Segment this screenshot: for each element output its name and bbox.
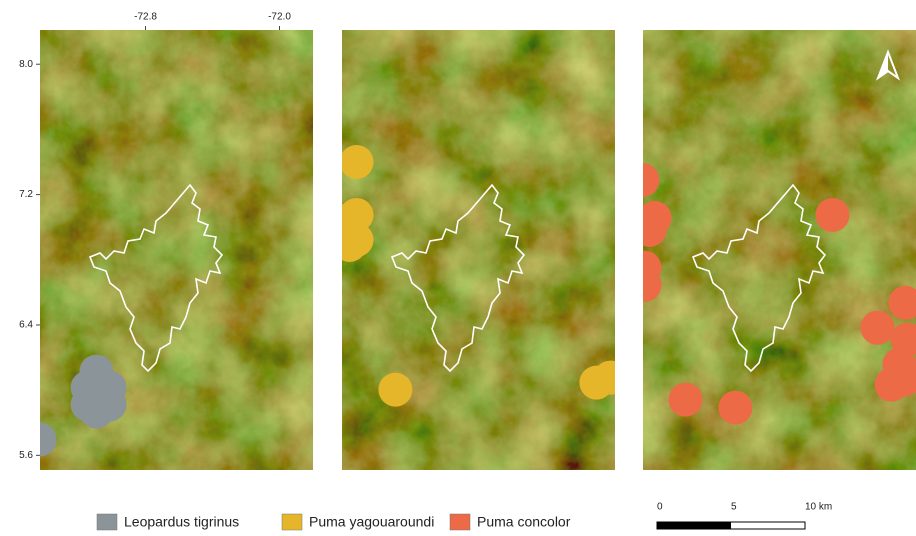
legend-swatch [450,514,470,530]
legend-swatch [282,514,302,530]
y-tick-label: 8.0 [19,59,33,70]
occurrence-point [815,198,849,232]
legend-label: Puma concolor [477,514,571,530]
occurrence-point [340,145,374,179]
occurrence-point [718,391,752,425]
y-tick-label: 7.2 [19,189,33,200]
x-tick-label: -72.0 [268,12,291,23]
occurrence-point [628,268,662,302]
legend-label: Puma yagouaroundi [309,514,434,530]
scale-bar-label: 10 km [805,502,832,513]
occurrence-point [79,394,113,428]
x-tick-label: -72.8 [134,12,157,23]
scale-bar-label: 5 [731,502,737,513]
figure: -72.8 -72.0 8.0 7.2 6.4 5.6 Leopardus tigrinus… [0,0,916,536]
map-texture [342,30,615,470]
legend-swatch [97,514,117,530]
occurrence-point [669,383,703,417]
occurrence-point [625,163,659,197]
occurrence-point [333,228,367,262]
scale-bar-segment [657,522,731,529]
occurrence-point [593,361,627,395]
panel-backgrounds [40,30,916,470]
y-tick-label: 5.6 [19,450,33,461]
scale-bar-label: 0 [657,502,663,513]
legend-label: Leopardus tigrinus [124,514,239,530]
y-tick-label: 6.4 [19,320,33,331]
occurrence-point [378,373,412,407]
occurrence-point [860,311,894,345]
occurrence-point [633,213,667,247]
